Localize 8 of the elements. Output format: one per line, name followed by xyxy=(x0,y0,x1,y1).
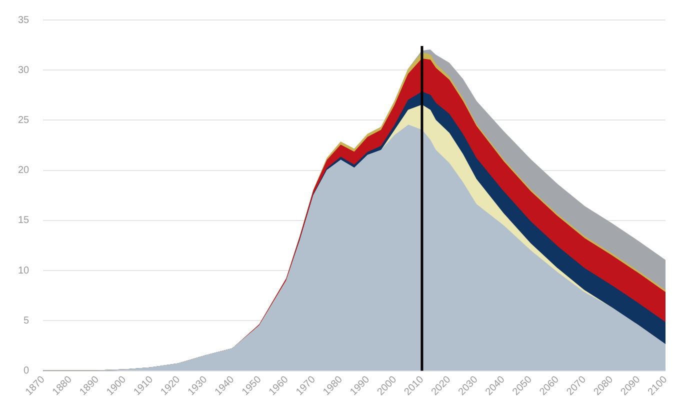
y-tick-label: 0 xyxy=(24,366,30,377)
y-tick-label: 5 xyxy=(24,315,30,326)
y-tick-label: 20 xyxy=(18,165,30,176)
y-tick-label: 30 xyxy=(18,64,30,76)
y-tick-label: 15 xyxy=(18,215,30,226)
y-tick-label: 25 xyxy=(18,114,30,126)
y-tick-label: 10 xyxy=(18,265,30,276)
y-tick-label: 35 xyxy=(18,14,30,26)
